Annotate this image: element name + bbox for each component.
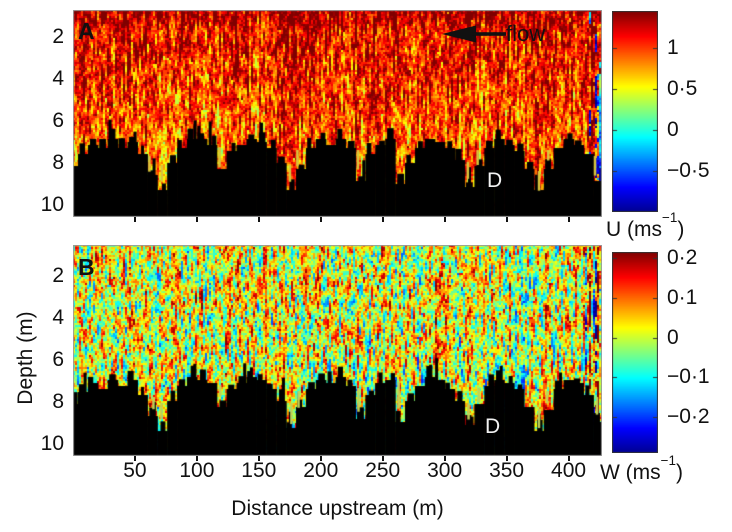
x-tick-label-100: 100 [179, 459, 215, 482]
y-tick-label-b-8: 8 [52, 390, 64, 414]
x-tick-mark-a-400 [567, 217, 570, 222]
w-colorbar-tick-0.1: 0·1 [667, 285, 698, 309]
x-tick-mark-a-50 [133, 217, 136, 222]
x-tick-mark-b-100 [195, 456, 198, 461]
x-tick-mark-b-50 [133, 456, 136, 461]
x-tick-mark-b-250 [381, 456, 384, 461]
y-tick-label-a-10: 10 [40, 193, 64, 217]
y-tick-label-a-8: 8 [52, 151, 64, 175]
u-unit-pre: U (ms [606, 218, 662, 241]
dune-label-panel-a: D [487, 169, 503, 192]
x-tick-mark-a-150 [257, 217, 260, 222]
y-tick-label-b-4: 4 [52, 306, 64, 330]
y-tick-label-a-6: 6 [52, 109, 64, 133]
u-colorbar-tick-0.5: 0·5 [667, 76, 698, 100]
x-tick-mark-b-150 [257, 456, 260, 461]
x-tick-label-50: 50 [123, 459, 147, 482]
colorbar-u-unit-label: U (ms−1) [606, 210, 685, 242]
y-tick-label-a-2: 2 [52, 25, 64, 49]
colorbar-w-unit-label: W (ms−1) [600, 453, 683, 485]
x-tick-mark-a-350 [505, 217, 508, 222]
panel-a-label: A [78, 18, 95, 44]
x-tick-mark-a-250 [381, 217, 384, 222]
x-tick-label-250: 250 [365, 459, 401, 482]
u-unit-sup: −1 [662, 209, 678, 225]
w-unit-pre: W (ms [600, 461, 661, 484]
x-tick-mark-a-300 [443, 217, 446, 222]
w-unit-post: ) [675, 461, 683, 484]
x-tick-label-400: 400 [551, 459, 587, 482]
x-tick-mark-b-200 [319, 456, 322, 461]
w-unit-sup: −1 [660, 452, 676, 468]
w-colorbar-tick--0.1: −0·1 [667, 365, 710, 389]
x-tick-label-150: 150 [241, 459, 277, 482]
x-tick-mark-b-300 [443, 456, 446, 461]
w-colorbar-tick--0.2: −0·2 [667, 405, 710, 429]
y-tick-label-b-6: 6 [52, 348, 64, 372]
x-tick-mark-b-400 [567, 456, 570, 461]
u-colorbar-tick-0: 0 [667, 117, 679, 141]
colorbar-w [612, 252, 658, 453]
x-tick-mark-a-100 [195, 217, 198, 222]
dune-label-panel-b: D [485, 415, 501, 438]
u-colorbar-tick-1: 1 [667, 35, 679, 59]
w-colorbar-tick-0: 0 [667, 325, 679, 349]
panel-b-label: B [78, 254, 95, 280]
x-tick-mark-b-350 [505, 456, 508, 461]
y-tick-label-a-4: 4 [52, 67, 64, 91]
panel-b-heatmap-w [73, 245, 602, 456]
w-colorbar-tick-0.2: 0·2 [667, 245, 698, 269]
y-tick-label-b-10: 10 [40, 432, 64, 456]
u-unit-post: ) [677, 218, 685, 241]
x-tick-label-350: 350 [489, 459, 525, 482]
x-tick-mark-a-200 [319, 217, 322, 222]
u-colorbar-tick--0.5: −0·5 [667, 158, 710, 182]
colorbar-u [612, 11, 658, 212]
flow-direction-arrow-icon [442, 25, 506, 43]
panel-a-heatmap-u [73, 10, 602, 217]
x-tick-label-200: 200 [303, 459, 339, 482]
flow-annotation-label: flow [506, 21, 546, 46]
x-axis-title: Distance upstream (m) [231, 497, 444, 520]
x-tick-label-300: 300 [427, 459, 463, 482]
y-tick-label-b-2: 2 [52, 264, 64, 288]
